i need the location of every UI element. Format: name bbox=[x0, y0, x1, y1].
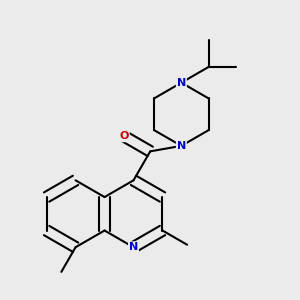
Text: N: N bbox=[177, 141, 186, 151]
Text: N: N bbox=[177, 78, 186, 88]
Text: O: O bbox=[119, 131, 129, 141]
Text: N: N bbox=[129, 242, 138, 252]
